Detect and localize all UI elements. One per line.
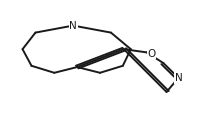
Text: N: N: [175, 73, 182, 83]
Text: N: N: [69, 21, 77, 31]
Text: O: O: [148, 49, 156, 59]
